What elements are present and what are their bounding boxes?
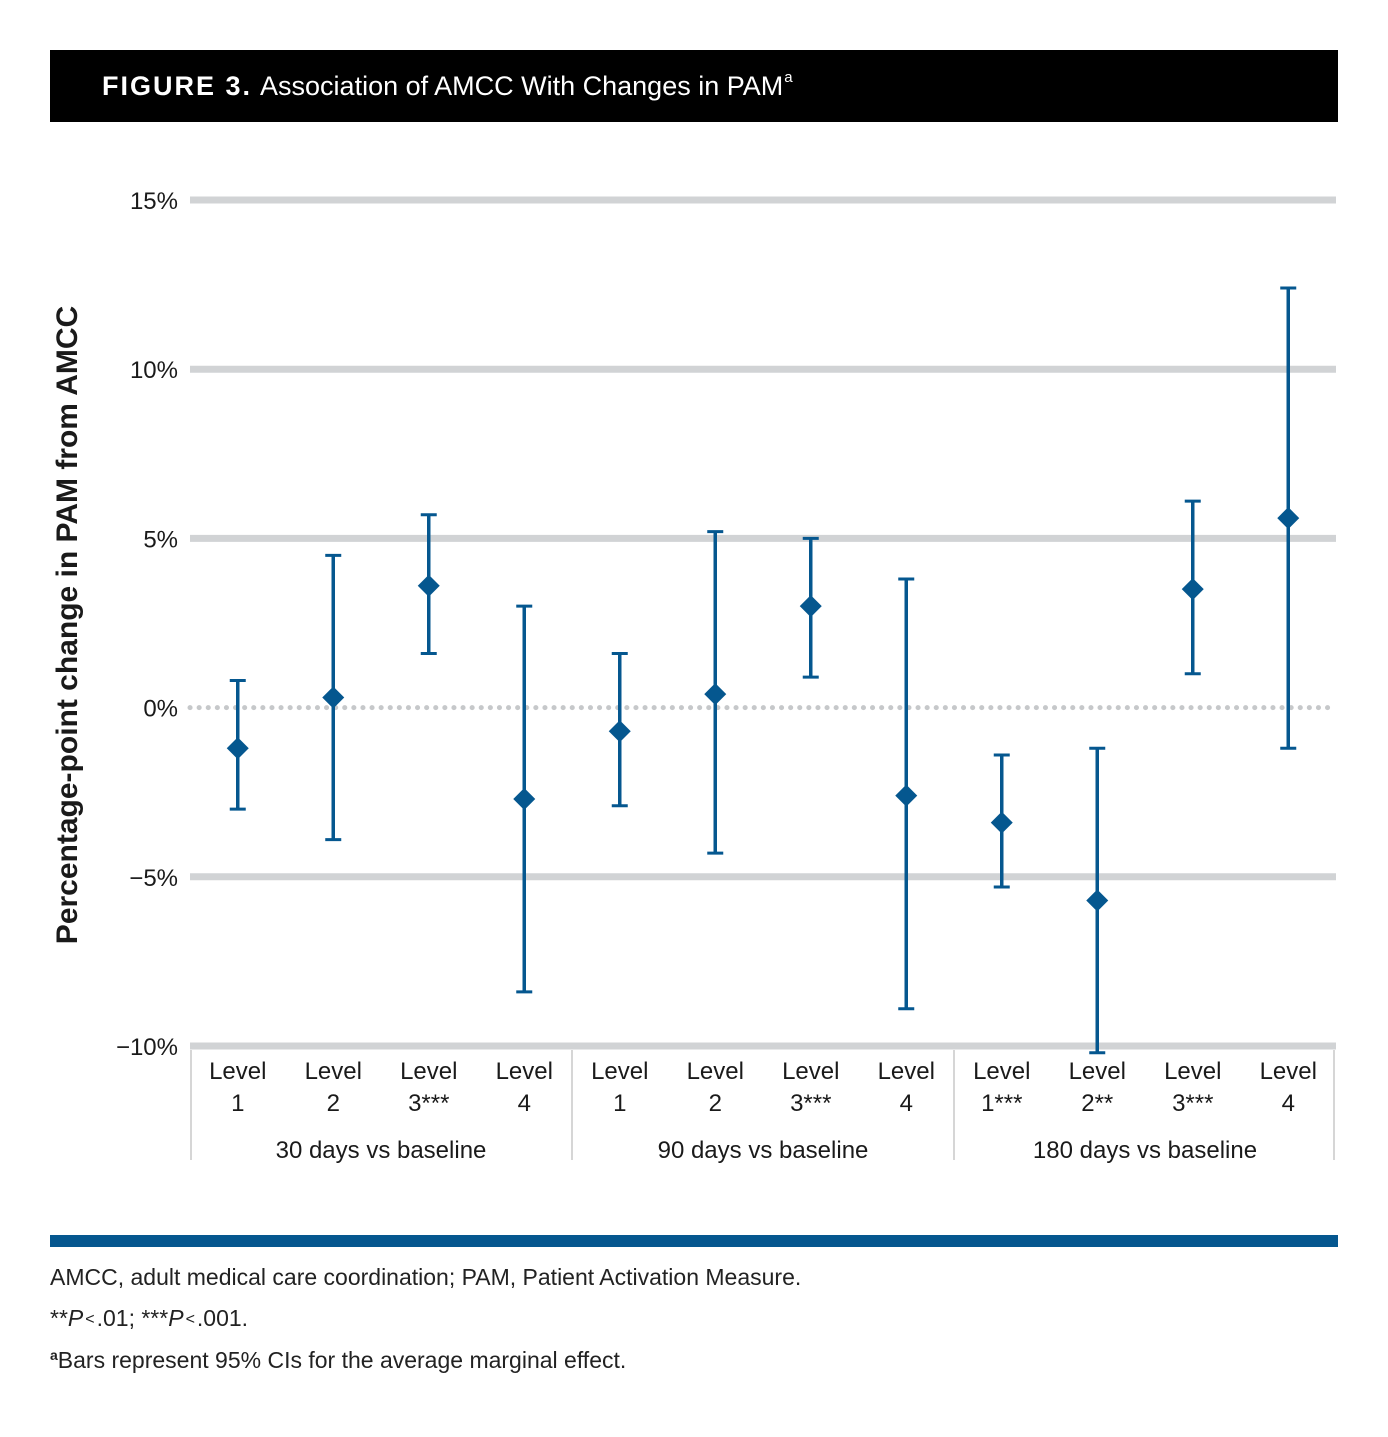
y-tick-label: 10% bbox=[130, 357, 178, 384]
group-label: 90 days vs baseline bbox=[658, 1137, 869, 1164]
x-tick-label-line2: 2** bbox=[1081, 1090, 1113, 1117]
gridlines bbox=[187, 196, 1339, 1050]
x-tick-label-line2: 3*** bbox=[790, 1090, 831, 1117]
figure-label: FIGURE 3. bbox=[102, 70, 253, 101]
point-estimate-marker bbox=[799, 595, 822, 618]
footnote-abbreviations: AMCC, adult medical care coordination; P… bbox=[50, 1264, 802, 1290]
x-tick-label-line2: 2 bbox=[709, 1090, 722, 1117]
footnote-p-1: P bbox=[67, 1305, 84, 1331]
point-estimate-marker bbox=[226, 737, 249, 760]
x-tick-label-line2: 1*** bbox=[981, 1090, 1022, 1117]
x-tick-label-line2: 4 bbox=[518, 1090, 531, 1117]
point-estimate-marker bbox=[1181, 578, 1204, 601]
footer-rule bbox=[50, 1235, 1338, 1247]
point-estimate-marker bbox=[417, 574, 440, 597]
figure-title-superscript: a bbox=[784, 68, 793, 86]
point-estimate-marker bbox=[322, 686, 345, 709]
footnote-val-1: .01; bbox=[96, 1305, 135, 1331]
y-tick-label: −5% bbox=[129, 865, 178, 892]
x-tick-label-line2: 4 bbox=[900, 1090, 913, 1117]
y-tick-label: 5% bbox=[143, 526, 178, 553]
x-tick-label-line1: Level bbox=[591, 1058, 648, 1085]
x-tick-label-line2: 2 bbox=[327, 1090, 340, 1117]
data-points bbox=[226, 286, 1300, 1055]
footnote-lt-1: < bbox=[85, 1311, 95, 1328]
x-tick-label-line1: Level bbox=[496, 1058, 553, 1085]
footnote-bars-text: Bars represent 95% CIs for the average m… bbox=[57, 1347, 627, 1373]
y-tick-label: 15% bbox=[130, 188, 178, 215]
footnote-val-2: .001. bbox=[196, 1305, 249, 1331]
x-tick-label-line1: Level bbox=[782, 1058, 839, 1085]
point-estimate-marker bbox=[1086, 889, 1109, 912]
x-tick-label-line1: Level bbox=[400, 1058, 457, 1085]
point-estimate-marker bbox=[608, 720, 631, 743]
point-estimate-marker bbox=[513, 787, 536, 810]
footnote-lt-2: < bbox=[185, 1311, 195, 1328]
y-tick-labels: 15% 10% 5% 0% −5% −10% bbox=[116, 188, 178, 1061]
point-estimate-marker bbox=[704, 683, 727, 706]
point-estimate-marker bbox=[1277, 507, 1300, 530]
x-tick-label-line1: Level bbox=[1260, 1058, 1317, 1085]
forest-plot-chart: 15% 10% 5% 0% −5% −10% 30 days vs baseline Lev… bbox=[51, 188, 1339, 1164]
x-tick-label-line1: Level bbox=[973, 1058, 1030, 1085]
x-tick-label-line1: Level bbox=[687, 1058, 744, 1085]
x-tick-label-line2: 4 bbox=[1282, 1090, 1295, 1117]
x-tick-label-line2: 3*** bbox=[1172, 1090, 1213, 1117]
point-estimate-marker bbox=[990, 811, 1013, 834]
footnote-significance: **P <.01; ***P <.001. bbox=[50, 1305, 248, 1332]
footnote-stars-2: *** bbox=[141, 1305, 169, 1331]
x-tick-label-line1: Level bbox=[1069, 1058, 1126, 1085]
footnote-stars-1: ** bbox=[50, 1305, 68, 1331]
x-tick-label-line1: Level bbox=[1164, 1058, 1221, 1085]
figure-header: FIGURE 3. Association of AMCC With Chang… bbox=[50, 50, 1338, 122]
x-tick-label-line1: Level bbox=[878, 1058, 935, 1085]
group-label: 180 days vs baseline bbox=[1033, 1137, 1257, 1164]
y-tick-label: −10% bbox=[116, 1034, 178, 1061]
x-tick-label-line1: Level bbox=[209, 1058, 266, 1085]
x-tick-label-line2: 1 bbox=[613, 1090, 626, 1117]
group-label: 30 days vs baseline bbox=[276, 1137, 487, 1164]
x-tick-label-line2: 1 bbox=[231, 1090, 244, 1117]
y-axis-title: Percentage-point change in PAM from AMCC bbox=[51, 306, 84, 944]
footnote-p-2: P bbox=[168, 1305, 184, 1331]
category-axis: 30 days vs baseline Level 1 Level 2 Level 3***… bbox=[190, 1050, 1335, 1164]
footnote-bars: aBars represent 95% CIs for the average … bbox=[50, 1347, 626, 1374]
footnote-bars-marker: a bbox=[50, 1347, 58, 1363]
y-tick-label: 0% bbox=[143, 696, 178, 723]
figure-title: Association of AMCC With Changes in PAM bbox=[260, 70, 784, 101]
x-tick-label-line2: 3*** bbox=[408, 1090, 449, 1117]
x-tick-label-line1: Level bbox=[305, 1058, 362, 1085]
point-estimate-marker bbox=[895, 784, 918, 807]
